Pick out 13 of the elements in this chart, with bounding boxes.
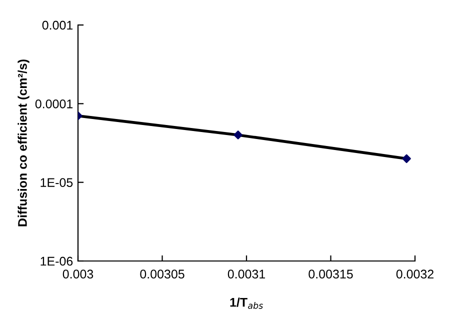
y-tick-label: 1E-05 (40, 178, 73, 187)
x-tick-label: 0.00315 (308, 270, 353, 279)
x-tick-label: 0.00305 (140, 270, 184, 279)
x-tick-label: 0.003 (62, 270, 94, 279)
x-tick-label: 0.0032 (396, 270, 434, 279)
y-tick-label: 0.001 (42, 20, 73, 30)
x-tick-label: 0.0031 (228, 270, 266, 279)
point (402, 154, 411, 164)
y-axis-title: Diffusion co efficient (cm²/s) (18, 60, 30, 226)
y-tick-label: 0.0001 (35, 99, 73, 108)
point (234, 130, 242, 140)
x-axis-title: 1/T$_{abs}$ (230, 298, 263, 309)
y-tick-label: 1E-06 (40, 256, 73, 266)
